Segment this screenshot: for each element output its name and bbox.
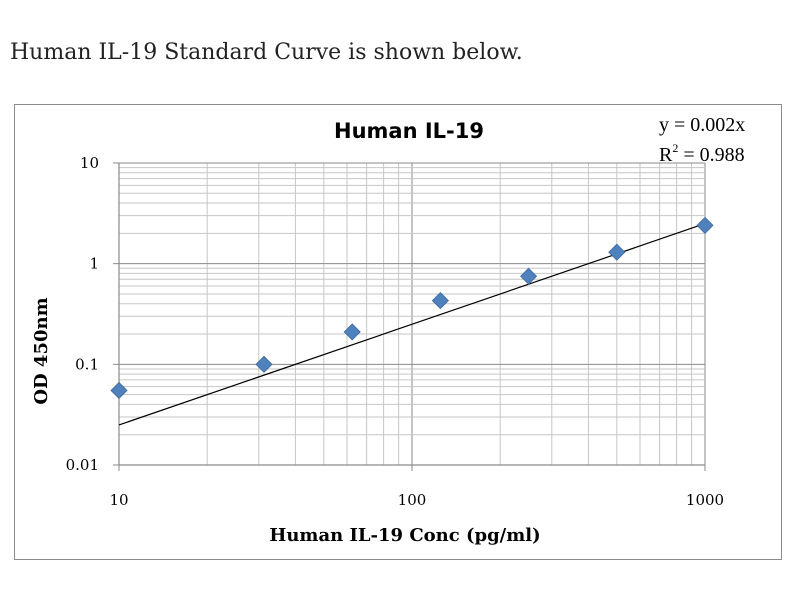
page-caption: Human IL-19 Standard Curve is shown belo… — [10, 40, 523, 65]
y-tick-label: 10 — [80, 154, 99, 172]
x-axis-label: Human IL-19 Conc (pg/ml) — [269, 525, 540, 546]
x-tick-label: 10 — [109, 491, 128, 509]
tick-labels: 10 100 1000 0.01 0.1 1 10 — [66, 154, 725, 509]
data-point — [520, 267, 538, 285]
chart-grid — [113, 162, 706, 471]
y-tick-label: 0.1 — [75, 355, 99, 373]
data-point — [343, 323, 361, 341]
r-squared-label: R2 = 0.988 — [659, 141, 745, 166]
y-tick-label: 0.01 — [66, 456, 99, 474]
x-tick-label: 1000 — [686, 491, 724, 509]
data-point — [110, 381, 128, 400]
x-tick-label: 100 — [398, 491, 427, 509]
r-squared-symbol: R — [659, 144, 673, 166]
chart-title: Human IL-19 — [334, 119, 484, 143]
data-point — [255, 355, 273, 373]
chart-svg: 10 100 1000 0.01 0.1 1 10 Human IL-19 y = 0.00… — [31, 114, 745, 546]
r-squared-value: = 0.988 — [678, 144, 744, 166]
data-point — [696, 216, 714, 234]
y-tick-label: 1 — [89, 255, 99, 273]
r-squared-superscript: 2 — [672, 141, 678, 155]
y-axis-label: OD 450nm — [31, 297, 52, 404]
data-point — [431, 291, 449, 310]
equation-line: y = 0.002x — [659, 114, 745, 136]
data-point — [608, 243, 626, 261]
trendline — [118, 223, 706, 426]
chart-area: 10 100 1000 0.01 0.1 1 10 Human IL-19 y = 0.00… — [14, 104, 782, 560]
data-points — [110, 216, 714, 400]
